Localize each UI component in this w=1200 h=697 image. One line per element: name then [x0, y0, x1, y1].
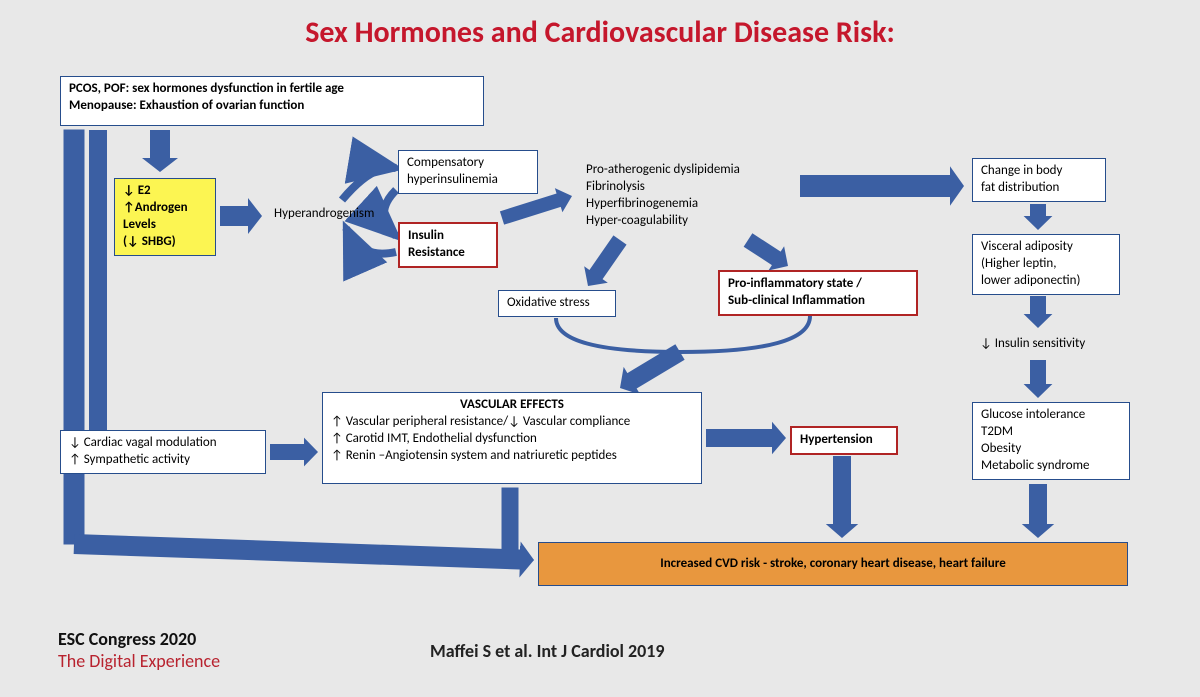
box-glucose-line-0: Glucose intolerance	[981, 407, 1121, 424]
arrow-pro-to-oxid	[584, 235, 626, 286]
box-change_fat-line-1: fat distribution	[981, 180, 1097, 197]
box-proinflam-line-1: Sub-clinical Inflammation	[728, 293, 908, 310]
arrow-hyper-to-cvd	[826, 456, 858, 538]
arrow-fat-to-visceral	[1024, 204, 1053, 230]
arrow-proathero-to-fat	[800, 166, 964, 206]
box-glucose-line-2: Obesity	[981, 441, 1121, 458]
box-glucose-line-3: Metabolic syndrome	[981, 458, 1121, 475]
box-visceral-line-0: Visceral adiposity	[981, 239, 1111, 256]
box-oxidative: Oxidative stress	[498, 290, 616, 317]
box-insulin_res-line-1: Resistance	[408, 245, 488, 262]
box-glucose-line-1: T2DM	[981, 424, 1121, 441]
box-proathero: Pro-atherogenic dyslipidemiaFibrinolysis…	[578, 158, 794, 236]
arrow-ins-to-hyper	[346, 228, 396, 254]
arrow-top-to-yellow	[142, 130, 178, 172]
box-vascular-line-1: ↑ Carotid IMT, Endothelial dysfunction	[331, 431, 693, 448]
box-proathero-line-0: Pro-atherogenic dyslipidemia	[586, 162, 786, 179]
box-vascular-line-0: ↑ Vascular peripheral resistance/↓ Vascu…	[331, 414, 693, 431]
arrow-vasc-to-hyper	[706, 422, 786, 454]
box-proinflam-line-0: Pro-inflammatory state /	[728, 276, 908, 293]
box-insulin_res-line-0: Insulin	[408, 228, 488, 245]
box-compensatory-line-0: Compensatory	[407, 155, 529, 172]
box-hypertension: Hypertension	[790, 426, 898, 455]
box-top-line-1: Menopause: Exhaustion of ovarian functio…	[69, 98, 475, 115]
box-yellow-line-1: ↑Androgen	[123, 200, 207, 217]
box-hyperandro-line-0: Hyperandrogenism	[274, 206, 394, 223]
box-visceral-line-2: lower adiponectin)	[981, 273, 1111, 290]
box-glucose: Glucose intoleranceT2DMObesityMetabolic …	[972, 402, 1130, 480]
box-yellow: ↓ E2↑AndrogenLevels(↓ SHBG)	[114, 178, 216, 256]
box-proathero-line-1: Fibrinolysis	[586, 179, 786, 196]
box-hypertension-line-0: Hypertension	[800, 432, 888, 449]
arrow-sens-to-glucose	[1024, 360, 1053, 398]
box-cvd-line-0: Increased CVD risk - stroke, coronary he…	[660, 556, 1006, 573]
box-top: PCOS, POF: sex hormones dysfunction in f…	[60, 76, 484, 126]
box-proinflam: Pro-inflammatory state /Sub-clinical Inf…	[718, 270, 918, 316]
box-insulin_res: InsulinResistance	[398, 222, 498, 268]
box-vascular: VASCULAR EFFECTS↑ Vascular peripheral re…	[322, 392, 702, 484]
box-vascular-heading: VASCULAR EFFECTS	[331, 397, 693, 414]
box-compensatory: Compensatoryhyperinsulinemia	[398, 150, 538, 194]
box-insulin_sens-line-0: ↓ Insulin sensitivity	[980, 336, 1114, 353]
arrow-visceral-to-sens	[1024, 296, 1053, 328]
footer-line2: The Digital Experience	[58, 650, 220, 672]
citation: Maffei S et al. Int J Cardiol 2019	[430, 640, 665, 662]
footer-line1: ESC Congress 2020	[58, 628, 196, 650]
box-cardiac: ↓ Cardiac vagal modulation↑ Sympathetic …	[60, 430, 266, 474]
box-compensatory-line-1: hyperinsulinemia	[407, 172, 529, 189]
box-proathero-line-2: Hyperfibrinogenemia	[586, 196, 786, 213]
box-visceral-line-1: (Higher leptin,	[981, 256, 1111, 273]
box-top-line-0: PCOS, POF: sex hormones dysfunction in f…	[69, 81, 475, 98]
arrow-vasc-down-elbow	[502, 488, 534, 574]
arrow-cardiac-to-vasc	[270, 438, 318, 467]
box-proathero-line-3: Hyper-coagulability	[586, 213, 786, 230]
arrow-yellow-to-hyper	[220, 198, 262, 234]
box-yellow-line-0: ↓ E2	[123, 183, 207, 200]
box-change_fat: Change in bodyfat distribution	[972, 158, 1106, 202]
box-yellow-line-2: Levels	[123, 217, 207, 234]
box-hyperandro: Hyperandrogenism	[266, 202, 402, 227]
arrow-hyper-to-comp-a	[342, 168, 396, 200]
box-insulin_sens: ↓ Insulin sensitivity	[972, 332, 1122, 357]
box-oxidative-line-0: Oxidative stress	[507, 295, 607, 312]
arrow-pro-to-inflam	[744, 233, 788, 270]
arrow-oxid-inflam-to-vasc	[556, 316, 810, 395]
arrow-glucose-to-cvd	[1022, 484, 1054, 538]
box-change_fat-line-0: Change in body	[981, 163, 1097, 180]
box-visceral: Visceral adiposity(Higher leptin,lower a…	[972, 234, 1120, 295]
box-cardiac-line-0: ↓ Cardiac vagal modulation	[69, 435, 257, 452]
slide-title: Sex Hormones and Cardiovascular Disease …	[0, 14, 1200, 51]
box-cvd: Increased CVD risk - stroke, coronary he…	[538, 542, 1128, 586]
box-yellow-line-3: (↓ SHBG)	[123, 234, 207, 251]
box-vascular-line-2: ↑ Renin –Angiotensin system and natriure…	[331, 448, 693, 465]
box-cardiac-line-1: ↑ Sympathetic activity	[69, 452, 257, 469]
